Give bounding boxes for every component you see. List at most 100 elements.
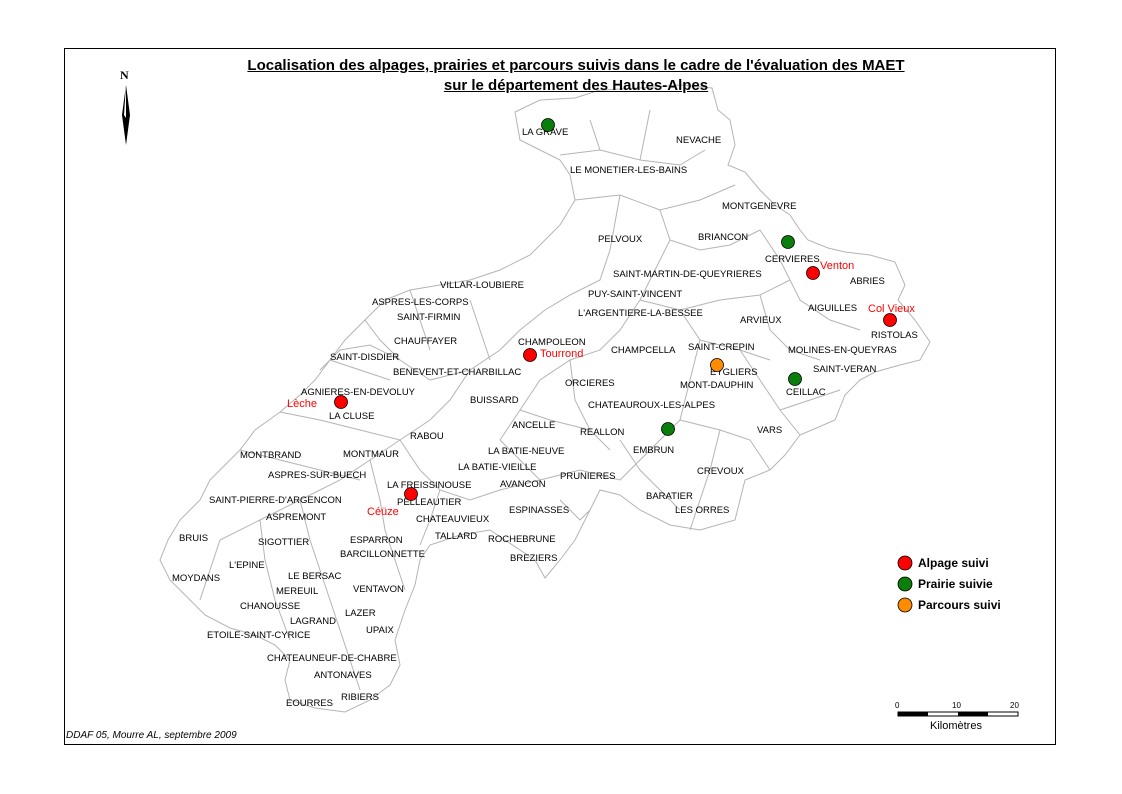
commune-label: BENEVENT-ET-CHARBILLAC — [393, 367, 521, 378]
site-label: Céüze — [367, 506, 399, 518]
commune-label: SAINT-CREPIN — [688, 342, 755, 353]
commune-label: CHANOUSSE — [240, 601, 300, 612]
commune-label: MEREUIL — [276, 586, 318, 597]
commune-label: ARVIEUX — [740, 315, 782, 326]
alpage-site-marker — [806, 266, 820, 280]
site-markers: Venton Col Vieux Tourrond Lèche Céüze — [287, 118, 915, 518]
commune-label: L'EPINE — [229, 560, 265, 571]
scale-tick-0: 0 — [895, 701, 900, 710]
commune-label: MOYDANS — [172, 573, 220, 584]
commune-label: NEVACHE — [676, 135, 721, 146]
commune-label: L'ARGENTIERE-LA-BESSEE — [578, 308, 703, 319]
commune-label: MOLINES-EN-QUEYRAS — [788, 345, 897, 356]
commune-label: CHAMPCELLA — [611, 345, 676, 356]
commune-label: AIGUILLES — [808, 303, 857, 314]
department-outline — [159, 84, 931, 713]
parcours-site-marker — [710, 358, 724, 372]
commune-label: LA GRAVE — [522, 127, 568, 138]
commune-label: TALLARD — [435, 531, 477, 542]
commune-label: AVANCON — [500, 479, 546, 490]
commune-label: UPAIX — [366, 625, 394, 636]
commune-labels: LA GRAVE NEVACHE LE MONETIER-LES-BAINS MONT… — [172, 127, 918, 709]
commune-label: VARS — [757, 425, 782, 436]
commune-label: ASPRES-LES-CORPS — [372, 297, 469, 308]
commune-label: BARCILLONNETTE — [340, 549, 425, 560]
commune-label: ASPREMONT — [266, 512, 326, 523]
legend-prairie-swatch — [897, 576, 913, 592]
commune-label: ESPINASSES — [509, 505, 569, 516]
commune-label: CERVIERES — [765, 254, 820, 265]
alpage-site-marker — [523, 348, 537, 362]
commune-label: ESPARRON — [350, 535, 403, 546]
credit: DDAF 05, Mourre AL, septembre 2009 — [66, 730, 237, 741]
north-label: N — [120, 68, 129, 82]
legend: Alpage suivi Prairie suivie Parcours suivi — [897, 555, 1001, 613]
legend-alpage-swatch — [897, 555, 913, 571]
prairie-site-marker — [781, 235, 795, 249]
scale-tick-20: 20 — [1010, 701, 1019, 710]
commune-label: ASPRES-SUR-BUECH — [268, 470, 366, 481]
commune-label: LE MONETIER-LES-BAINS — [570, 165, 687, 176]
north-arrow: N — [120, 68, 130, 145]
site-label: Col Vieux — [868, 303, 915, 315]
commune-label: LA FREISSINOUSE — [387, 480, 471, 491]
map-title: Localisation des alpages, prairies et pa… — [247, 57, 905, 74]
commune-label: BUISSARD — [470, 395, 519, 406]
commune-label: REALLON — [580, 427, 624, 438]
commune-label: RISTOLAS — [871, 330, 918, 341]
site-label: Lèche — [287, 398, 317, 410]
alpage-site-marker — [883, 313, 897, 327]
alpage-site-marker — [404, 487, 418, 501]
prairie-site-marker — [541, 118, 555, 132]
legend-alpage-label: Alpage suivi — [918, 556, 989, 570]
commune-label: LAGRAND — [290, 616, 336, 627]
commune-label: SAINT-FIRMIN — [397, 312, 460, 323]
commune-label: SAINT-DISDIER — [330, 352, 399, 363]
map-frame — [64, 48, 1056, 745]
commune-label: CHATEAUROUX-LES-ALPES — [588, 400, 715, 411]
commune-label: ETOILE-SAINT-CYRICE — [207, 630, 310, 641]
commune-label: SAINT-VERAN — [813, 364, 876, 375]
commune-label: MONT-DAUPHIN — [680, 380, 754, 391]
commune-label: LAZER — [345, 608, 376, 619]
commune-label: AGNIERES-EN-DEVOLUY — [301, 387, 416, 398]
commune-label: BREZIERS — [510, 553, 558, 564]
commune-label: MONTMAUR — [343, 449, 399, 460]
commune-label: EOURRES — [286, 698, 333, 709]
commune-label: ANTONAVES — [314, 670, 372, 681]
legend-prairie-label: Prairie suivie — [918, 577, 993, 591]
legend-parcours-swatch — [897, 597, 913, 613]
commune-label: PUY-SAINT-VINCENT — [588, 289, 682, 300]
commune-label: CREVOUX — [697, 466, 745, 477]
scale-unit: Kilomètres — [930, 720, 982, 732]
commune-label: ABRIES — [850, 276, 885, 287]
commune-label: ORCIERES — [565, 378, 615, 389]
scale-tick-10: 10 — [952, 701, 961, 710]
site-label: Tourrond — [540, 348, 583, 360]
legend-parcours-label: Parcours suivi — [918, 598, 1001, 612]
commune-label: BRIANCON — [698, 232, 748, 243]
commune-label: LES ORRES — [675, 505, 729, 516]
commune-label: LA CLUSE — [329, 411, 374, 422]
commune-label: SIGOTTIER — [258, 537, 309, 548]
commune-label: CHATEAUVIEUX — [416, 514, 490, 525]
commune-label: RIBIERS — [341, 692, 379, 703]
department-boundaries — [159, 84, 931, 713]
commune-label: BRUIS — [179, 533, 208, 544]
map-subtitle: sur le département des Hautes-Alpes — [443, 77, 709, 94]
commune-label: ROCHEBRUNE — [488, 534, 556, 545]
commune-label: EMBRUN — [633, 445, 674, 456]
commune-label: VILLAR-LOUBIERE — [440, 280, 524, 291]
commune-label: RABOU — [410, 431, 444, 442]
commune-label: LA BATIE-VIEILLE — [458, 462, 537, 473]
prairie-site-marker — [661, 422, 675, 436]
prairie-site-marker — [788, 372, 802, 386]
commune-label: SAINT-PIERRE-D'ARGENCON — [209, 495, 342, 506]
commune-label: CHAMPOLEON — [518, 337, 586, 348]
commune-label: SAINT-MARTIN-DE-QUEYRIERES — [613, 269, 762, 280]
commune-label: MONTGENEVRE — [722, 201, 796, 212]
commune-label: PRUNIERES — [560, 471, 615, 482]
commune-label: LE BERSAC — [288, 571, 341, 582]
commune-label: ANCELLE — [512, 420, 555, 431]
